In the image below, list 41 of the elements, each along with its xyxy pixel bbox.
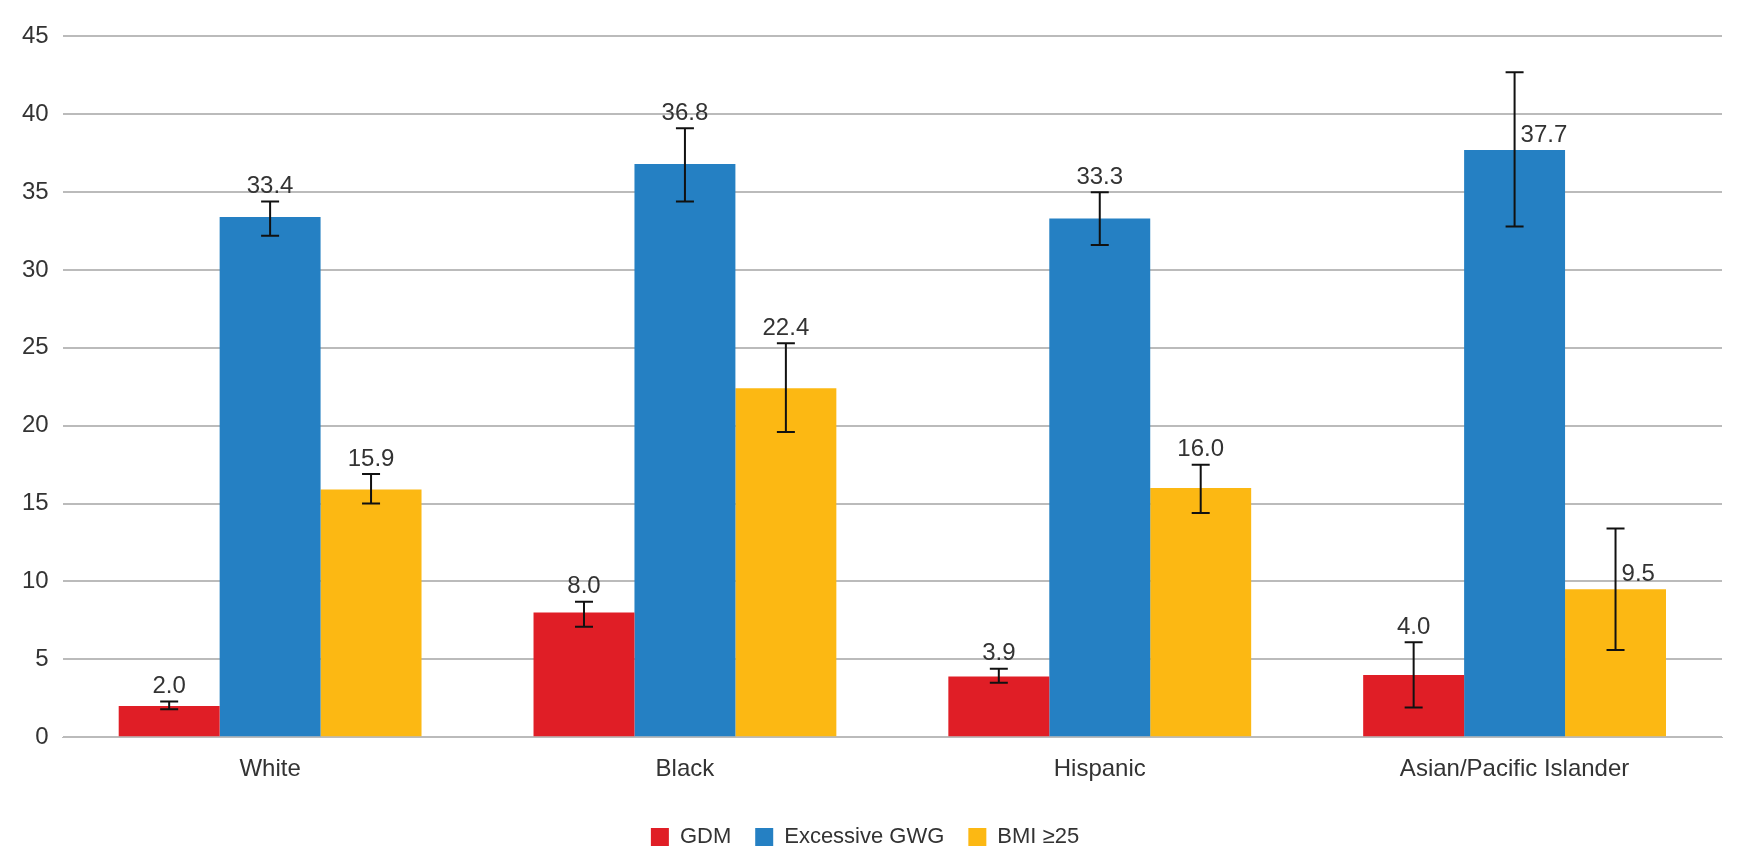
data-label: 22.4 bbox=[762, 312, 810, 340]
data-label: 4.0 bbox=[1396, 611, 1431, 639]
y-tick-label: 10 bbox=[21, 566, 49, 594]
data-label: 16.0 bbox=[1177, 434, 1225, 462]
x-tick-label: White bbox=[239, 754, 301, 782]
data-label: 33.3 bbox=[1076, 161, 1124, 189]
y-tick-label: 20 bbox=[21, 410, 49, 438]
data-label: 8.0 bbox=[567, 571, 601, 599]
y-tick-label: 5 bbox=[35, 643, 49, 671]
x-tick-label: Black bbox=[655, 754, 716, 782]
y-tick-label: 15 bbox=[21, 488, 49, 516]
bar bbox=[1464, 150, 1566, 737]
y-tick-label: 25 bbox=[21, 332, 49, 360]
bar bbox=[1363, 674, 1465, 737]
bar bbox=[735, 388, 837, 737]
bar bbox=[219, 217, 321, 737]
bar bbox=[320, 489, 422, 737]
y-tick-label: 30 bbox=[21, 254, 49, 282]
data-label: 33.4 bbox=[246, 171, 294, 199]
data-label: 37.7 bbox=[1520, 119, 1568, 147]
x-tick-label: Hispanic bbox=[1053, 754, 1146, 782]
legend-label: GDM bbox=[679, 823, 732, 849]
data-label: 3.9 bbox=[982, 638, 1016, 666]
data-label: 36.8 bbox=[661, 97, 709, 125]
y-tick-label: 0 bbox=[35, 721, 49, 749]
bar bbox=[948, 676, 1050, 737]
x-tick-label: Asian/Pacific Islander bbox=[1399, 754, 1630, 782]
bar bbox=[1565, 589, 1666, 737]
data-label: 15.9 bbox=[347, 443, 395, 471]
y-tick-label: 40 bbox=[21, 98, 49, 126]
legend-label: Excessive GWG bbox=[784, 823, 945, 849]
bar bbox=[634, 164, 736, 737]
bar bbox=[1049, 218, 1151, 737]
bar bbox=[533, 612, 635, 737]
y-tick-label: 35 bbox=[21, 176, 49, 204]
data-label: 2.0 bbox=[152, 671, 186, 699]
y-tick-label: 45 bbox=[21, 21, 49, 49]
bar bbox=[1150, 488, 1252, 737]
bar bbox=[118, 706, 220, 737]
legend-label: BMI ≥25 bbox=[997, 823, 1080, 849]
data-label: 9.5 bbox=[1621, 558, 1655, 586]
